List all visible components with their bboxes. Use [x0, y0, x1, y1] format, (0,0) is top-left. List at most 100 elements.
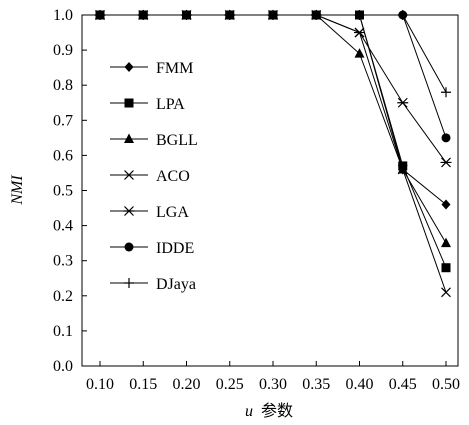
plus-marker-shape: [268, 10, 278, 20]
y-axis: 0.0 0.1 0.2 0.3 0.4 0.5 0.6 0.7 0.8 0.9 1.0: [53, 7, 87, 375]
series-markers: [94, 9, 452, 298]
x-tick-label: 0.40: [346, 376, 374, 393]
plus-marker-shape: [441, 87, 451, 98]
legend: FMM LPA BGLL ACO LGA IDDE DJaya: [110, 60, 198, 293]
x-tick-label: 0.15: [129, 376, 157, 393]
data-point-djaya: [224, 10, 235, 20]
asterisk-marker-shape: [397, 97, 409, 108]
plus-marker-shape: [95, 10, 105, 20]
plus-marker-shape: [138, 10, 149, 20]
data-point-lga: [354, 27, 365, 38]
series-line-idde: [100, 14, 447, 139]
x-tick-label: 0.45: [389, 376, 417, 393]
legend-item-idde: IDDE: [110, 240, 194, 257]
data-point-fmm: [441, 199, 451, 210]
legend-item-djaya: DJaya: [110, 276, 196, 293]
x-axis-title-text: 参数: [261, 402, 293, 420]
y-tick-label: 0.5: [53, 183, 73, 200]
data-point-aco: [397, 164, 408, 175]
y-tick-label: 0.7: [53, 112, 73, 129]
y-axis-title: NMI: [9, 175, 26, 206]
x-marker-shape: [124, 170, 134, 180]
legend-item-lpa: LPA: [110, 96, 185, 113]
data-point-djaya: [397, 10, 408, 20]
plus-marker-shape: [224, 10, 235, 20]
legend-item-aco: ACO: [110, 168, 190, 185]
data-point-lga: [440, 157, 452, 168]
y-tick-label: 0.9: [53, 42, 73, 59]
legend-item-fmm: FMM: [110, 60, 193, 77]
x-tick-label: 0.20: [173, 376, 201, 393]
y-tick-label: 0.0: [53, 358, 73, 375]
diamond-marker-shape: [441, 199, 451, 210]
legend-item-lga: LGA: [110, 204, 189, 221]
circle-marker-shape: [441, 133, 451, 143]
legend-label: IDDE: [156, 240, 194, 257]
data-point-bgll: [354, 48, 365, 58]
plot-frame: [81, 14, 459, 367]
plus-marker-shape: [397, 10, 408, 20]
x-axis-title: u 参数: [245, 402, 293, 420]
data-point-bgll: [441, 237, 451, 248]
data-point-aco: [441, 287, 451, 298]
plus-marker-shape: [311, 10, 322, 20]
legend-label: DJaya: [156, 276, 196, 293]
asterisk-marker-shape: [440, 157, 452, 168]
data-point-djaya: [268, 10, 278, 20]
legend-marker: [124, 278, 134, 288]
asterisk-marker-shape: [354, 27, 365, 38]
triangle-marker-shape: [354, 48, 365, 58]
legend-marker: [124, 242, 134, 252]
triangle-marker-shape: [441, 237, 451, 248]
plus-marker-shape: [181, 10, 192, 20]
y-tick-label: 0.6: [53, 147, 73, 164]
series-line-djaya: [100, 14, 447, 93]
triangle-marker-shape: [124, 133, 134, 143]
y-tick-label: 0.4: [53, 218, 73, 235]
y-tick-label: 0.3: [53, 253, 73, 270]
data-point-djaya: [138, 10, 149, 20]
legend-label: BGLL: [156, 132, 198, 149]
legend-marker: [124, 62, 134, 72]
y-tick-label: 0.2: [53, 288, 73, 305]
legend-marker: [124, 133, 134, 143]
square-marker-shape: [441, 263, 451, 273]
y-tick-label: 0.1: [53, 323, 73, 340]
x-tick-label: 0.50: [432, 376, 460, 393]
series-lines: [100, 14, 447, 293]
x-tick-label: 0.35: [302, 376, 330, 393]
x-axis-title-variable: u: [245, 403, 253, 420]
legend-label: LPA: [156, 96, 185, 113]
asterisk-marker-shape: [123, 206, 135, 216]
plus-marker-shape: [354, 10, 365, 20]
x-tick-label: 0.30: [259, 376, 287, 393]
legend-label: LGA: [156, 204, 189, 221]
data-point-djaya: [354, 10, 365, 20]
x-tick-label: 0.25: [216, 376, 244, 393]
data-point-djaya: [181, 10, 192, 20]
square-marker-shape: [124, 98, 134, 108]
data-point-djaya: [95, 10, 105, 20]
data-point-lga: [397, 97, 409, 108]
legend-label: ACO: [156, 168, 190, 185]
y-tick-label: 1.0: [53, 7, 73, 24]
y-tick-label: 0.8: [53, 77, 73, 94]
series-line-bgll: [100, 14, 447, 244]
x-marker-shape: [441, 287, 451, 298]
plus-marker-shape: [124, 278, 134, 288]
series-line-fmm: [100, 14, 447, 205]
legend-marker: [123, 206, 135, 216]
legend-marker: [124, 170, 134, 180]
data-point-djaya: [441, 87, 451, 98]
x-axis: 0.10 0.15 0.20 0.25 0.30 0.35 0.40 0.45 0.50: [86, 361, 460, 393]
legend-marker: [124, 98, 134, 108]
x-tick-label: 0.10: [86, 376, 114, 393]
data-point-idde: [441, 133, 451, 143]
series-line-aco: [100, 14, 447, 293]
circle-marker-shape: [124, 242, 134, 252]
x-marker-shape: [397, 164, 408, 175]
diamond-marker-shape: [124, 62, 134, 72]
data-point-lpa: [441, 263, 451, 273]
